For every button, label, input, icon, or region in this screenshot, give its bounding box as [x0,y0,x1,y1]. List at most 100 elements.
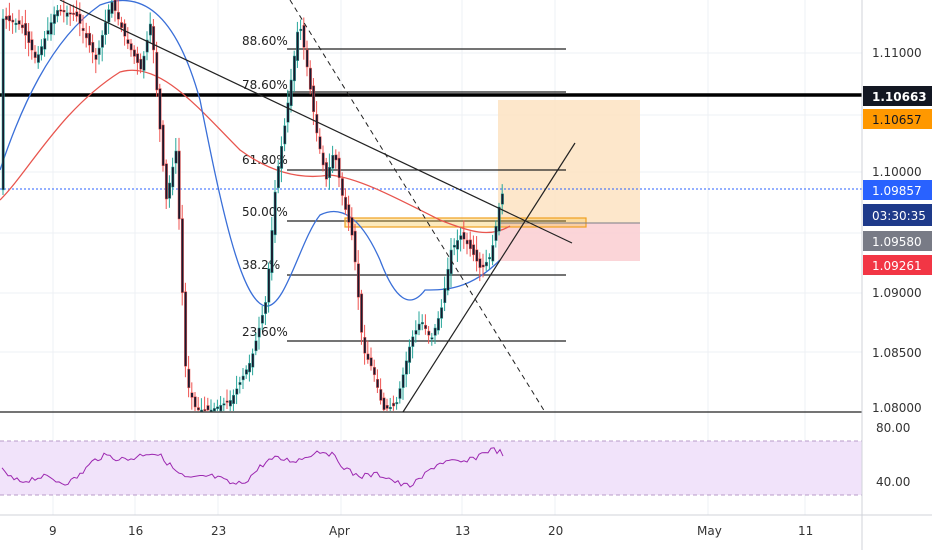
candle-body [168,182,172,199]
candle-body [372,367,376,376]
candle-body [126,39,130,44]
candle-body [88,32,92,46]
candle-body [8,15,12,22]
long-position-tool[interactable] [498,100,640,261]
candle-body [107,9,111,23]
candle-body [225,400,229,403]
candle-body [433,327,437,336]
candle-body [158,88,162,130]
candle-body [424,324,428,330]
price-axis[interactable]: 1.11000 1.10000 1.09000 1.08500 1.08000 … [861,0,932,550]
resistance-price-tag [863,86,932,106]
candle-body [132,49,136,57]
y-tick-1.10000: 1.10000 [872,165,922,179]
candle-body [228,400,232,407]
resistance-price-label: 1.10663 [872,90,927,104]
gridlines [0,0,862,515]
candle-body [273,191,277,236]
candle-body [17,20,21,25]
candle-body [404,360,408,375]
entry-price-tag [863,231,932,251]
candle-body [187,368,191,389]
candle-body [104,22,108,36]
rsi-pane[interactable] [0,440,862,496]
candle-body [321,152,325,166]
candle-body [497,206,501,232]
candle-body [427,330,431,336]
candle-body [14,22,18,25]
long-target-zone [498,100,640,223]
descending-trendline[interactable] [59,0,573,244]
fib-label-382: 38.2% [242,258,280,272]
candle-body [324,162,328,180]
candle-body [395,402,399,405]
candle-body [254,340,258,352]
candle-body [296,31,300,61]
candle-body [171,166,175,188]
candle-body [494,225,498,241]
candle-body [155,51,159,91]
candle-body [299,28,303,31]
candle-body [200,409,204,412]
candle-body [75,11,79,17]
candle-body [20,24,24,29]
candle-body [267,268,271,303]
current-price-label: 1.09857 [872,184,922,198]
candle-body [4,15,8,21]
candle-body [302,25,306,48]
candle-body [244,369,248,375]
candle-body [481,264,485,268]
candle-body [382,397,386,410]
stop-price-label: 1.09261 [872,259,922,273]
candle-body [340,178,344,196]
candle-body [33,51,37,58]
candle-body [420,322,424,325]
candle-body [196,407,200,411]
candle-body [484,261,488,267]
candle-body [260,314,264,324]
candle-body [49,22,53,35]
candle-body [193,396,197,408]
candle-body [475,249,479,262]
candle-body [174,150,178,164]
candle-body [289,79,293,107]
candle-body [331,155,335,169]
y-tick-1.11000: 1.11000 [872,46,922,60]
candle-body [292,55,296,82]
candle-body [417,323,421,331]
y-tick-1.08500: 1.08500 [872,346,922,360]
countdown-label: 03:30:35 [872,209,926,223]
candle-body [312,85,316,113]
candle-body [161,124,165,166]
y-tick-1.09000: 1.09000 [872,286,922,300]
fib-label-886: 88.60% [242,34,288,48]
candle-body [347,204,351,223]
candle-body [500,193,504,205]
ascending-trendline[interactable] [402,142,576,413]
fib-label-618: 61.80% [242,153,288,167]
candle-body [328,167,332,178]
candle-body [379,389,383,401]
time-axis[interactable]: 9 16 23 Apr 13 20 May 11 [49,524,813,538]
candle-body [91,42,95,53]
candle-body [177,150,181,220]
target-price-label: 1.10657 [872,113,922,127]
x-tick-9: 9 [49,524,57,538]
candle-body [129,43,133,51]
candle-body [452,244,456,248]
candle-body [276,166,280,189]
candle-body [440,307,444,319]
candle-body [280,146,284,169]
candle-body [315,114,319,134]
candle-body [392,402,396,407]
candle-body [468,239,472,250]
fib-label-500: 50.00% [242,205,288,219]
candle-body [398,388,402,399]
candle-body [94,54,98,60]
candle-body [97,47,101,55]
candle-body [360,293,364,333]
candle-body [152,26,156,51]
candle-body [84,32,88,39]
candle-body [388,406,392,410]
